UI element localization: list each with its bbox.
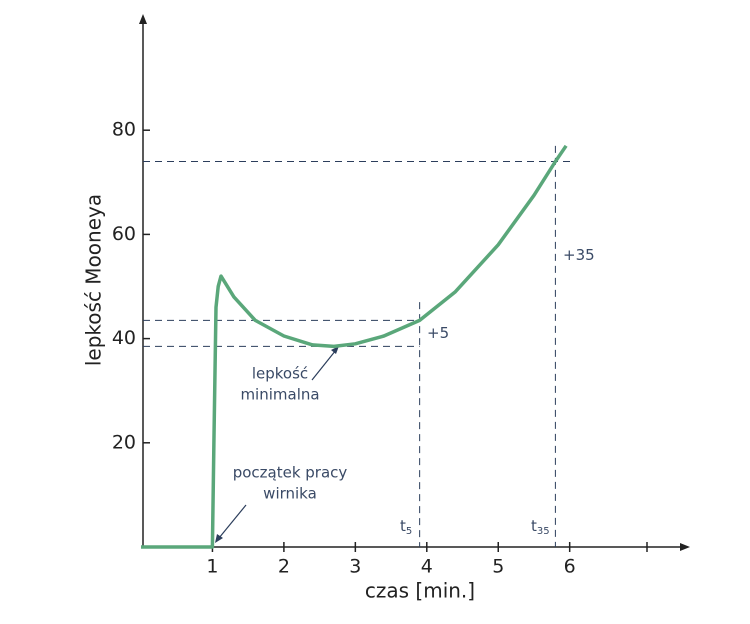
annotation: +35 (563, 246, 595, 264)
annotation: t35 (531, 517, 550, 538)
annotation-arrow (218, 504, 247, 539)
y-axis-arrow (139, 14, 147, 24)
annotation-arrow (311, 349, 337, 381)
x-tick-label: 5 (492, 556, 504, 578)
annotation: +5 (427, 324, 449, 342)
annotation: t5 (400, 517, 412, 538)
x-tick-label: 2 (278, 556, 290, 578)
annotation-text: t (531, 517, 537, 535)
annotation: początek pracy (233, 464, 348, 482)
annotation-arrowhead (215, 534, 223, 543)
annotation-arrowhead (331, 346, 339, 354)
annotation: lepkość (252, 365, 308, 383)
x-tick-label: 4 (421, 556, 433, 578)
annotation: wirnika (263, 485, 317, 503)
x-axis-label: czas [min.] (365, 579, 475, 603)
x-tick-label: 6 (564, 556, 576, 578)
annotation-subscript: 5 (406, 526, 412, 537)
y-tick-label: 60 (112, 223, 136, 245)
annotation-text: +5 (427, 324, 449, 342)
y-tick-label: 80 (112, 119, 136, 141)
y-axis-label: lepkość Mooneya (82, 194, 106, 366)
x-tick-label: 3 (349, 556, 361, 578)
x-tick-label: 1 (206, 556, 218, 578)
annotation-text: +35 (563, 246, 595, 264)
y-tick-label: 20 (112, 431, 136, 453)
annotation-subscript: 35 (537, 526, 550, 537)
line-series (141, 144, 568, 549)
annotation: minimalna (240, 386, 319, 404)
y-tick-label: 40 (112, 327, 136, 349)
x-axis-arrow (680, 543, 690, 551)
annotation-text: t (400, 517, 406, 535)
